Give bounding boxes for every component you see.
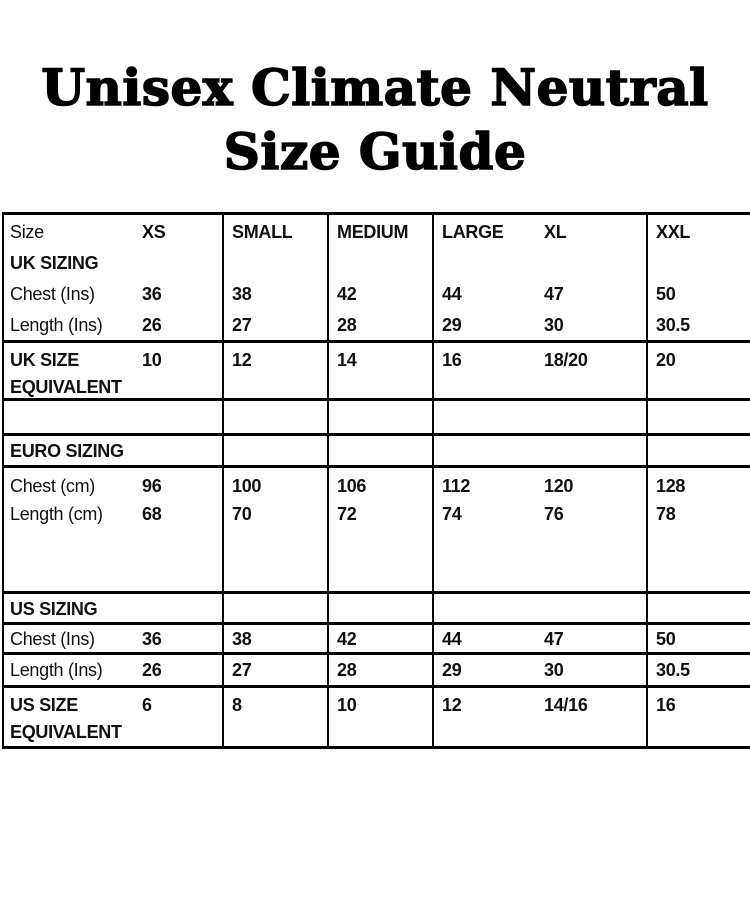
title-line-2: Size Guide	[223, 121, 527, 182]
us-equiv-medium: 10	[329, 688, 434, 746]
uk-length-medium: 28	[337, 315, 357, 335]
col-header-large: LARGE	[442, 222, 504, 242]
uk-equiv-medium: 14	[329, 343, 434, 398]
col-header-xs: XS	[142, 222, 166, 242]
uk-chest-large: 44	[442, 284, 462, 304]
us-equiv-xs: 6	[142, 695, 152, 715]
uk-size-equivalent-label: UK SIZE EQUIVALENT	[10, 350, 122, 397]
us-length-large: 29	[442, 660, 462, 680]
euro-chest-medium: 106	[337, 476, 367, 496]
euro-length-xxl: 78	[656, 504, 676, 524]
euro-chest-xs: 96	[142, 476, 162, 496]
uk-length-large: 29	[442, 315, 462, 335]
row-header-uk-block: Size XS UK SIZING Chest (Ins) 36 Length …	[4, 215, 750, 343]
cell-medium-col: MEDIUM 42 28	[329, 215, 434, 340]
uk-equiv-xs: 10	[142, 350, 162, 370]
euro-chest-large: 112	[442, 476, 471, 496]
col-header-xl: XL	[544, 222, 567, 242]
us-chest-small: 38	[224, 625, 329, 652]
uk-equiv-small: 12	[224, 343, 329, 398]
uk-length-xl: 30	[544, 315, 564, 335]
euro-length-medium: 72	[337, 504, 357, 524]
us-chest-xl: 47	[544, 629, 564, 649]
us-length-medium: 28	[329, 655, 434, 685]
cell-large-xl-col: LARGE XL 44 47 29 30	[434, 215, 648, 340]
uk-length-small: 27	[232, 315, 252, 335]
size-table: Size XS UK SIZING Chest (Ins) 36 Length …	[2, 212, 750, 749]
row-euro-values: Chest (cm) 96 Length (cm) 68 100 70 106 …	[4, 468, 750, 594]
row-euro-sizing: EURO SIZING	[4, 436, 750, 468]
uk-length-xxl: 30.5	[656, 315, 690, 335]
col-header-medium: MEDIUM	[337, 222, 409, 242]
us-sizing-label: US SIZING	[4, 594, 224, 622]
us-chest-label: Chest (Ins)	[10, 629, 95, 649]
us-equiv-small: 8	[224, 688, 329, 746]
us-length-label: Length (Ins)	[10, 660, 103, 680]
uk-chest-label: Chest (Ins)	[10, 284, 95, 304]
euro-length-large: 74	[442, 504, 462, 524]
us-size-equivalent-label: US SIZE EQUIVALENT	[10, 695, 122, 742]
row-spacer	[4, 401, 750, 436]
euro-length-xs: 68	[142, 504, 162, 524]
uk-chest-medium: 42	[337, 284, 357, 304]
uk-equiv-xxl: 20	[656, 350, 676, 370]
us-length-xl: 30	[544, 660, 564, 680]
us-length-xxl: 30.5	[656, 660, 690, 680]
uk-length-label: Length (Ins)	[10, 315, 103, 335]
uk-chest-xxl: 50	[656, 284, 676, 304]
uk-sizing-label: UK SIZING	[10, 253, 99, 273]
us-chest-xs: 36	[142, 629, 162, 649]
euro-length-xl: 76	[544, 504, 564, 524]
us-equiv-xxl: 16	[656, 695, 676, 715]
page-title: Unisex Climate Neutral Size Guide	[0, 56, 750, 184]
us-length-xs: 26	[142, 660, 162, 680]
us-chest-medium: 42	[329, 625, 434, 652]
cell-xxl-col: XXL 50 30.5	[648, 215, 750, 340]
row-uk-size-equivalent: UK SIZE EQUIVALENT 10 12 14 16 18/20 20	[4, 343, 750, 401]
uk-equiv-xl: 18/20	[544, 350, 588, 370]
row-us-length: Length (Ins) 26 27 28 29 30 30.5	[4, 655, 750, 688]
title-line-1: Unisex Climate Neutral	[41, 57, 709, 118]
uk-chest-small: 38	[232, 284, 252, 304]
euro-chest-small: 100	[232, 476, 262, 496]
us-chest-xxl: 50	[656, 629, 676, 649]
uk-length-xs: 26	[142, 315, 162, 335]
row-us-size-equivalent: US SIZE EQUIVALENT 6 8 10 12 14/16 16	[4, 688, 750, 749]
row-us-sizing: US SIZING	[4, 594, 750, 625]
cell-labels-xs: Size XS UK SIZING Chest (Ins) 36 Length …	[4, 215, 224, 340]
euro-length-label: Length (cm)	[10, 504, 103, 524]
uk-chest-xs: 36	[142, 284, 162, 304]
cell-small-col: SMALL 38 27	[224, 215, 329, 340]
size-label: Size	[10, 222, 44, 242]
uk-chest-xl: 47	[544, 284, 564, 304]
col-header-xxl: XXL	[656, 222, 691, 242]
euro-chest-label: Chest (cm)	[10, 476, 96, 496]
uk-equiv-large: 16	[442, 350, 462, 370]
col-header-small: SMALL	[232, 222, 293, 242]
us-chest-large: 44	[442, 629, 462, 649]
euro-chest-xxl: 128	[656, 476, 686, 496]
us-length-small: 27	[224, 655, 329, 685]
euro-length-small: 70	[232, 504, 252, 524]
us-equiv-xl: 14/16	[544, 695, 588, 715]
euro-sizing-label: EURO SIZING	[4, 436, 224, 465]
euro-chest-xl: 120	[544, 476, 574, 496]
row-us-chest: Chest (Ins) 36 38 42 44 47 50	[4, 625, 750, 655]
us-equiv-large: 12	[442, 695, 462, 715]
